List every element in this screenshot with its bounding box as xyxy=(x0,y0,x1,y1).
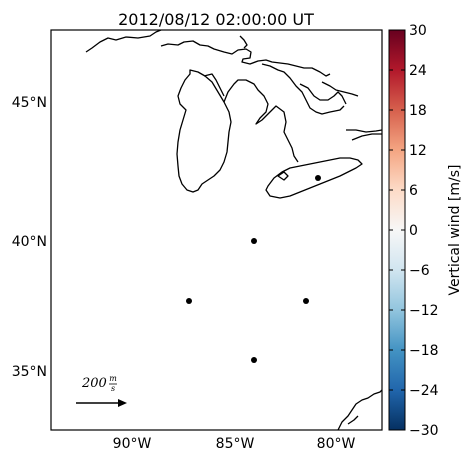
colorbar-tick-label: −6 xyxy=(409,263,430,279)
colorbar-tick-label: 18 xyxy=(409,103,427,119)
colorbar-tick-label: 6 xyxy=(409,183,418,199)
lake-erie-island xyxy=(277,171,289,181)
scale-arrow-unit-num: m xyxy=(109,374,117,383)
colorbar-tick-label: −12 xyxy=(409,303,439,319)
station-dot xyxy=(251,238,257,244)
lake-michigan-shore xyxy=(176,69,232,193)
colorbar-tick-label: 0 xyxy=(409,223,418,239)
station-dot xyxy=(315,175,321,181)
colorbar-tick-labels: 30 24 18 12 6 0 −6 −12 −18 −24 −30 xyxy=(409,23,439,439)
colorbar-label: Vertical wind [m/s] xyxy=(447,165,463,296)
lat-tick-label: 45°N xyxy=(12,95,47,111)
station-dot xyxy=(186,298,192,304)
colorbar-tick-label: 24 xyxy=(409,63,427,79)
station-markers xyxy=(186,175,321,363)
colorbar: 30 24 18 12 6 0 −6 −12 −18 −24 −30 Verti… xyxy=(388,23,463,439)
scale-arrow-value: 200 xyxy=(81,376,107,391)
colorbar-tick-label: −30 xyxy=(409,423,439,439)
colorbar-tick-label: 12 xyxy=(409,143,427,159)
scale-arrow-unit-den: s xyxy=(111,384,115,393)
station-dot xyxy=(303,298,309,304)
lake-erie-shore xyxy=(265,157,363,199)
lon-axis: 90°W 85°W 80°W xyxy=(113,436,356,452)
lon-tick-label: 90°W xyxy=(113,436,152,452)
scale-arrow: 200 m s xyxy=(76,374,127,407)
east-coast-shore xyxy=(337,389,382,430)
lat-tick-label: 35°N xyxy=(12,364,47,380)
colorbar-tick-label: −18 xyxy=(409,343,439,359)
map-title: 2012/08/12 02:00:00 UT xyxy=(118,10,314,29)
lat-axis: 45°N 40°N 35°N xyxy=(12,95,47,380)
colorbar-ticks xyxy=(389,69,405,391)
lake-huron-shore xyxy=(223,63,347,163)
lat-tick-label: 40°N xyxy=(12,234,47,250)
scale-arrow-head xyxy=(118,399,127,407)
lake-superior-shore xyxy=(85,30,331,77)
lon-tick-label: 85°W xyxy=(216,436,255,452)
colorbar-tick-label: 30 xyxy=(409,23,427,39)
colorbar-tick-label: −24 xyxy=(409,383,439,399)
georgian-bay-shore xyxy=(321,81,382,141)
map-frame xyxy=(50,29,383,431)
lon-tick-label: 80°W xyxy=(317,436,356,452)
station-dot xyxy=(251,357,257,363)
coastlines xyxy=(85,30,382,430)
